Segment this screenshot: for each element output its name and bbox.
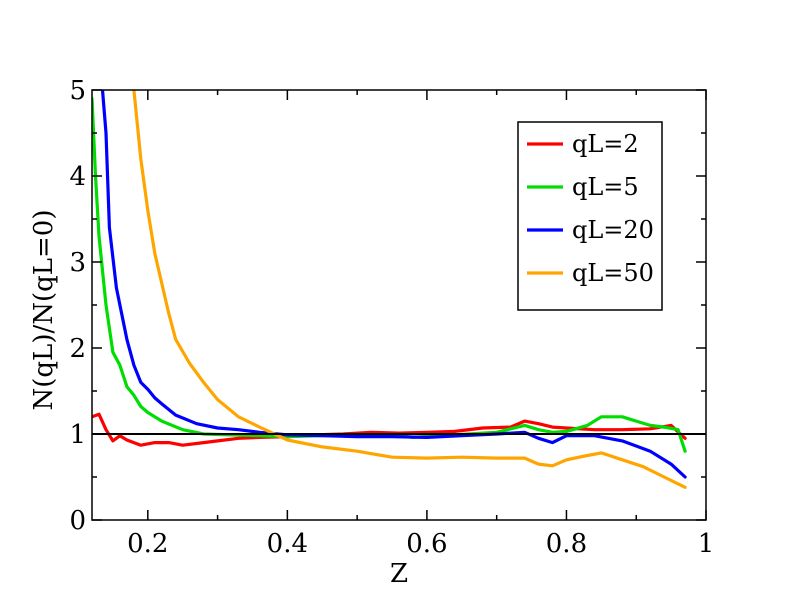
y-tick-label: 4	[69, 162, 86, 192]
legend-label: qL=5	[572, 173, 639, 201]
x-tick-label: 0.2	[127, 529, 168, 559]
y-tick-label: 5	[69, 76, 86, 106]
legend: qL=2 qL=5 qL=20 qL=50	[517, 121, 663, 311]
ticks-layer: 0.2 0.4 0.6 0.8 1 0 1 2 3 4 5	[69, 76, 714, 559]
x-tick-label: 0.8	[546, 529, 587, 559]
legend-label: qL=20	[572, 216, 654, 244]
y-axis-title: N(qL)/N(qL=0)	[29, 210, 59, 411]
x-tick-label: 0.4	[267, 529, 308, 559]
legend-box	[517, 121, 663, 311]
y-tick-label: 1	[69, 420, 86, 450]
x-axis-title: Z	[390, 559, 408, 589]
legend-label: qL=50	[572, 259, 654, 287]
x-tick-label: 0.6	[406, 529, 447, 559]
y-tick-label: 0	[69, 506, 86, 536]
series-line-4	[132, 90, 687, 489]
legend-label: qL=2	[572, 130, 639, 158]
y-tick-label: 3	[69, 248, 86, 278]
x-tick-label: 1	[698, 529, 715, 559]
y-tick-label: 2	[69, 334, 86, 364]
